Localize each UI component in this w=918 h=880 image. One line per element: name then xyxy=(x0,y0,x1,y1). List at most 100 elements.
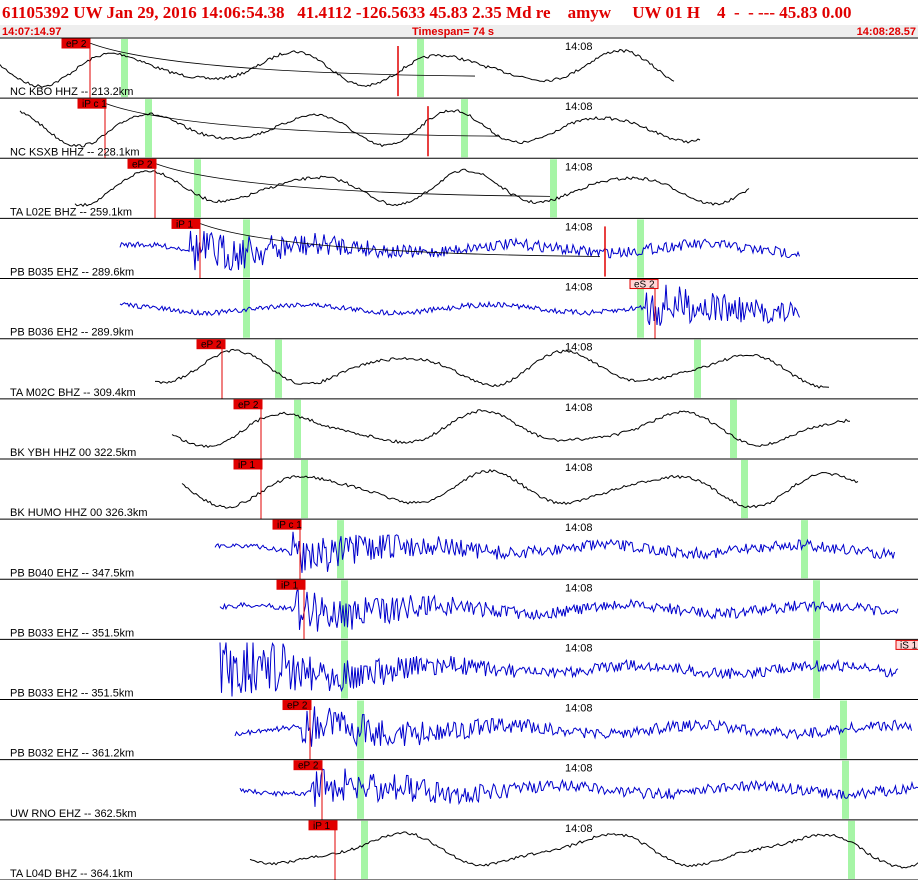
waveform xyxy=(119,230,800,271)
station-label: PB B040 EHZ -- 347.5km xyxy=(10,567,134,579)
pick-label: iP c 1 xyxy=(277,520,302,531)
pick-box xyxy=(293,760,323,771)
phase-marker xyxy=(341,580,348,639)
phase-marker xyxy=(145,99,152,158)
time-mark: 14:08 xyxy=(565,101,593,113)
station-label: BK YBH HHZ 00 322.5km xyxy=(10,447,136,459)
phase-marker xyxy=(337,520,344,579)
phase-marker xyxy=(301,459,308,519)
waveform xyxy=(219,586,899,632)
coda-curve xyxy=(104,102,501,137)
pick-box xyxy=(77,98,107,109)
time-mark: 14:08 xyxy=(565,522,593,534)
waveform xyxy=(171,409,851,448)
pick-label: eP 2 xyxy=(66,39,87,50)
waveform xyxy=(219,641,899,697)
waveform xyxy=(249,831,918,869)
time-mark: 14:08 xyxy=(565,342,593,354)
phase-marker xyxy=(694,339,701,398)
phase-marker xyxy=(813,580,820,639)
pick-box xyxy=(895,639,918,650)
phase-marker xyxy=(194,159,201,218)
phase-marker xyxy=(294,399,301,458)
time-mark: 14:08 xyxy=(565,823,593,835)
phase-marker xyxy=(417,39,424,98)
station-label: NC KSXB HHZ -- 228.1km xyxy=(10,146,140,158)
time-mark: 14:08 xyxy=(565,462,593,474)
waveform xyxy=(181,468,859,509)
phase-marker xyxy=(357,700,364,759)
waveform xyxy=(19,109,701,148)
pick-box xyxy=(276,579,306,590)
pick-label: iS 1 xyxy=(900,640,918,651)
time-mark: 14:08 xyxy=(565,582,593,594)
phase-marker xyxy=(730,399,737,458)
phase-marker xyxy=(361,820,368,879)
pick-label: eP 2 xyxy=(238,400,259,411)
waveform xyxy=(234,706,912,747)
time-mark: 14:08 xyxy=(565,402,593,414)
pick-label: eP 2 xyxy=(132,159,153,170)
pick-box xyxy=(272,519,302,530)
station-label: UW RNO EHZ -- 362.5km xyxy=(10,808,137,820)
phase-marker xyxy=(243,219,250,278)
coda-curve xyxy=(154,162,551,197)
pick-box xyxy=(196,339,226,350)
event-line: 61105392 UW Jan 29, 2016 14:06:54.38 41.… xyxy=(2,3,852,22)
pick-label: iP 1 xyxy=(281,580,298,591)
phase-marker xyxy=(121,39,128,98)
phase-marker xyxy=(637,279,644,338)
pick-box xyxy=(127,158,157,169)
waveform xyxy=(0,48,675,88)
station-label: PB B036 EH2 -- 289.9km xyxy=(10,327,134,339)
pick-box xyxy=(629,279,659,290)
pick-label: iP c 1 xyxy=(82,99,107,110)
end-time: 14:08:28.57 xyxy=(857,26,916,38)
phase-marker xyxy=(550,159,557,218)
pick-box xyxy=(282,700,312,711)
phase-marker xyxy=(461,99,468,158)
pick-label: eS 2 xyxy=(634,280,655,291)
station-label: PB B033 EH2 -- 351.5km xyxy=(10,688,134,700)
pick-box xyxy=(308,820,338,831)
time-mark: 14:08 xyxy=(565,282,593,294)
station-label: TA M02C BHZ -- 309.4km xyxy=(10,387,136,399)
station-label: BK HUMO HHZ 00 326.3km xyxy=(10,507,148,519)
station-label: TA L02E BHZ -- 259.1km xyxy=(10,206,132,218)
time-mark: 14:08 xyxy=(565,221,593,233)
station-label: PB B033 EHZ -- 351.5km xyxy=(10,627,134,639)
phase-marker xyxy=(813,640,820,699)
time-mark: 14:08 xyxy=(565,161,593,173)
waveform xyxy=(119,284,800,326)
pick-box xyxy=(233,399,263,410)
phase-marker xyxy=(357,760,364,819)
phase-marker xyxy=(275,339,282,398)
pick-label: iP 1 xyxy=(176,219,193,230)
phase-marker xyxy=(842,760,849,819)
start-time: 14:07:14.97 xyxy=(2,26,61,38)
timespan: Timespan= 74 s xyxy=(412,26,494,38)
station-label: TA L04D BHZ -- 364.1km xyxy=(10,868,133,880)
station-label: NC KBO HHZ -- 213.2km xyxy=(10,86,133,98)
pick-box xyxy=(61,38,91,49)
pick-label: eP 2 xyxy=(287,701,308,712)
waveform xyxy=(155,348,830,389)
pick-label: iP 1 xyxy=(238,460,255,471)
pick-label: iP 1 xyxy=(313,821,330,832)
waveform xyxy=(74,168,750,207)
pick-label: eP 2 xyxy=(298,761,319,772)
phase-marker xyxy=(848,820,855,879)
station-label: PB B035 EHZ -- 289.6km xyxy=(10,267,134,279)
phase-marker xyxy=(741,459,748,519)
time-mark: 14:08 xyxy=(565,763,593,775)
time-mark: 14:08 xyxy=(565,41,593,53)
pick-label: eP 2 xyxy=(201,340,222,351)
time-bar xyxy=(0,25,918,37)
waveform xyxy=(239,768,918,807)
coda-curve xyxy=(199,223,601,257)
phase-marker xyxy=(637,219,644,278)
time-mark: 14:08 xyxy=(565,642,593,654)
phase-marker xyxy=(801,520,808,579)
station-label: PB B032 EHZ -- 361.2km xyxy=(10,748,134,760)
